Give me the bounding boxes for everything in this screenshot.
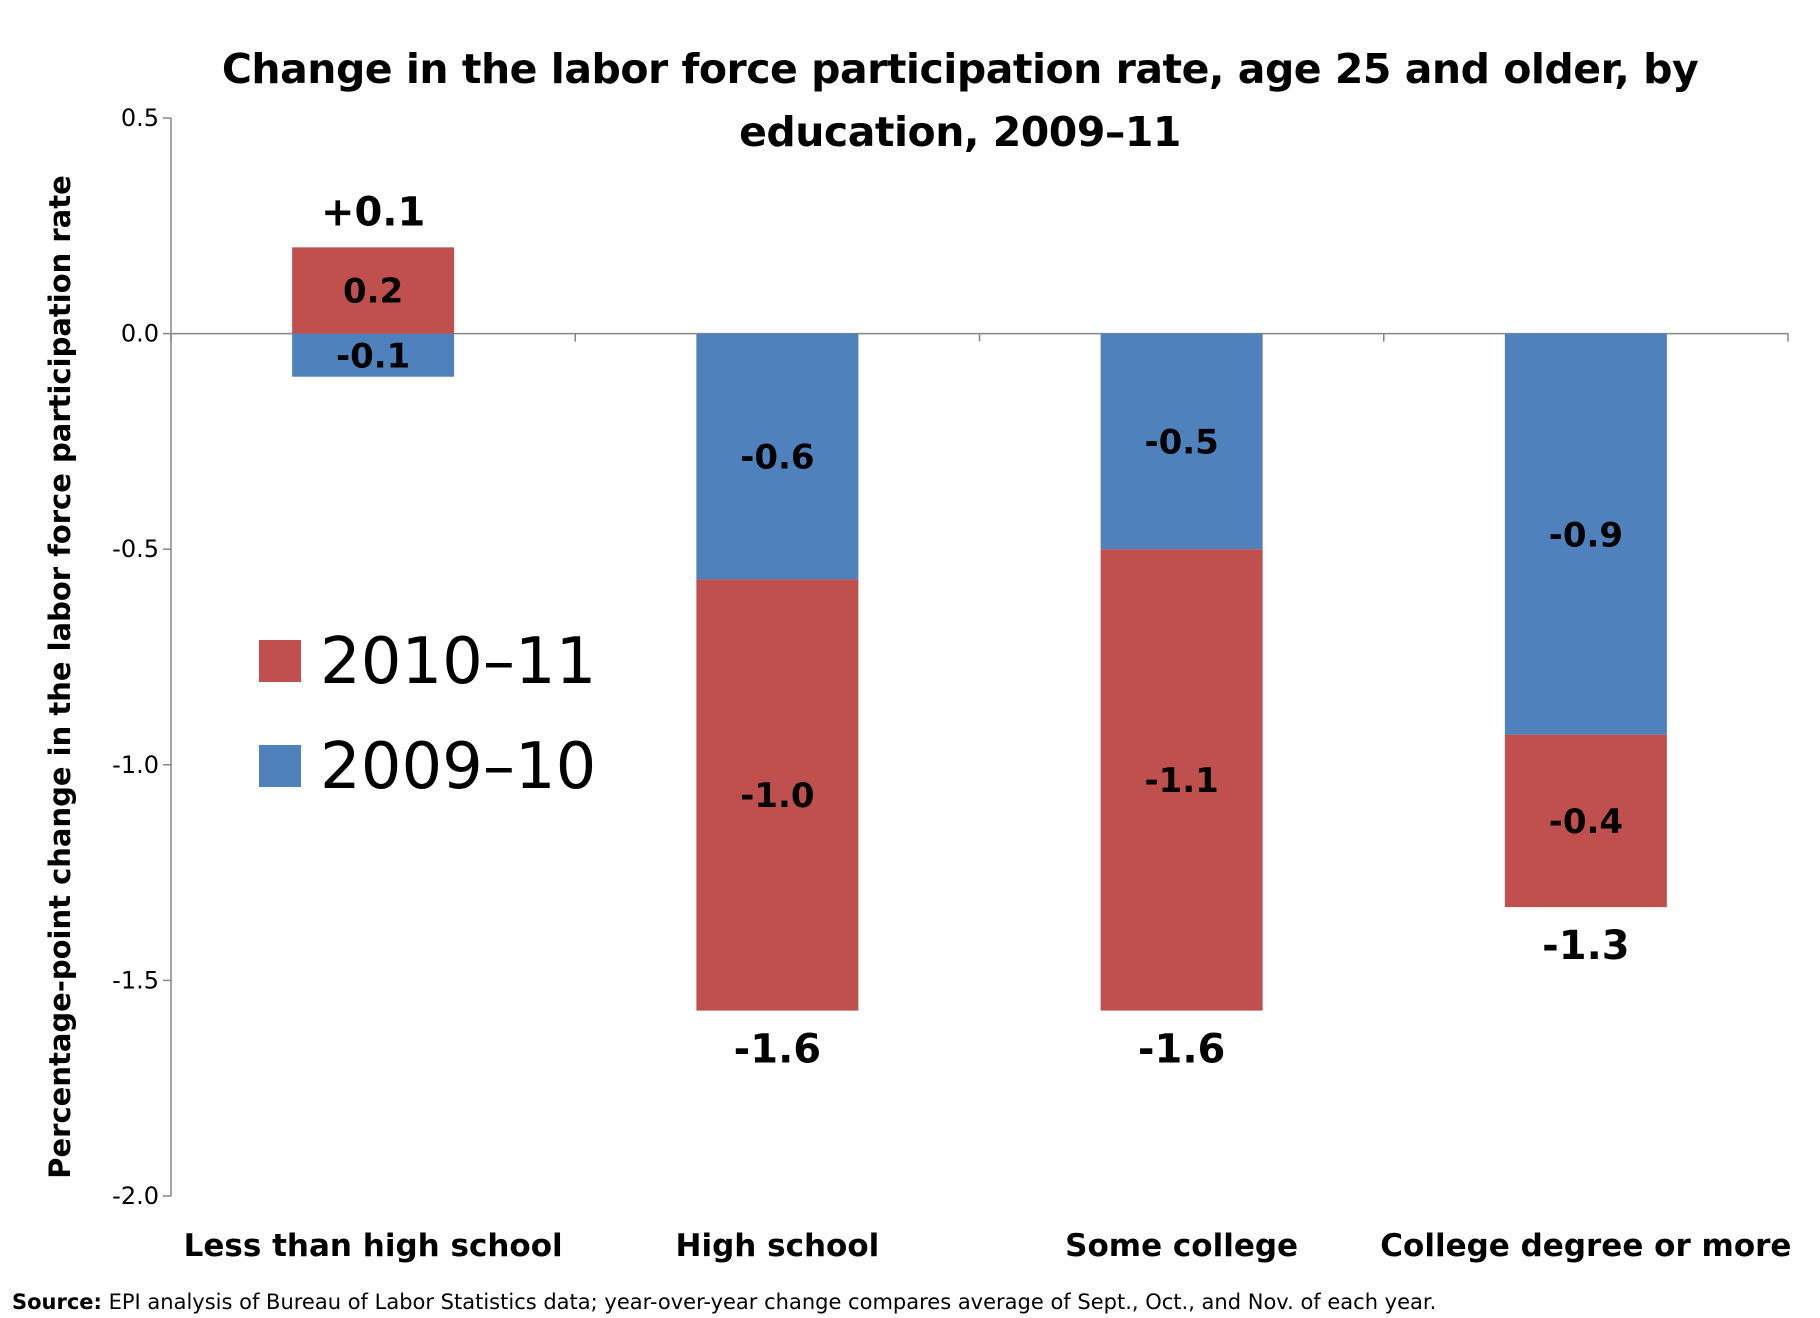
segment-label: -0.6 [740, 438, 814, 478]
legend-label: 2009–10 [320, 730, 596, 804]
category-label: College degree or more [1380, 1228, 1791, 1264]
bars [292, 247, 1667, 1011]
y-tick-label: -1.5 [112, 966, 159, 994]
category-label: Less than high school [184, 1228, 563, 1264]
y-tick-label: -1.0 [112, 751, 159, 779]
legend: 2010–11 2009–10 [259, 625, 596, 804]
category-label: High school [676, 1228, 880, 1264]
bar-segment [1504, 734, 1667, 908]
chart-title: Change in the labor force participation … [221, 45, 1699, 156]
legend-label: 2010–11 [320, 625, 596, 699]
y-tick-label: 0.5 [121, 104, 159, 132]
segment-label: -0.5 [1144, 423, 1218, 463]
segment-label: -0.4 [1549, 802, 1623, 842]
bar-segment [1100, 333, 1263, 550]
source-label: Source: [12, 1290, 102, 1314]
y-tick-label: -2.0 [112, 1182, 159, 1210]
category-label: Some college [1065, 1228, 1298, 1264]
legend-swatch [259, 640, 301, 682]
bar-segment [696, 579, 859, 1011]
source-text: EPI analysis of Bureau of Labor Statisti… [101, 1290, 1437, 1314]
bar-segment [292, 247, 455, 334]
segment-label: -0.9 [1549, 515, 1623, 555]
bar-segment [1504, 333, 1667, 735]
segment-label: -1.0 [740, 776, 814, 816]
segment-label: 0.2 [343, 272, 403, 312]
total-label: -1.6 [1138, 1027, 1225, 1073]
total-label: -1.3 [1542, 923, 1629, 969]
y-axis-title: Percentage-point change in the labor for… [43, 175, 77, 1179]
bar-segment [1100, 549, 1263, 1011]
y-tick-label: 0.0 [121, 320, 159, 348]
source-note: Source: EPI analysis of Bureau of Labor … [12, 1290, 1436, 1314]
segment-label: -0.1 [336, 336, 410, 376]
y-tick-label: -0.5 [112, 535, 159, 563]
total-label: -1.6 [734, 1027, 821, 1073]
data-labels: -0.1 -0.6 -0.5 -0.9 0.2 -1.0 -1.1 -0.4 +0.1 -1.6 -… [321, 189, 1630, 1072]
legend-swatch [259, 745, 301, 787]
bar-segment [292, 333, 455, 377]
total-label: +0.1 [321, 189, 425, 235]
segment-label: -1.1 [1144, 761, 1218, 801]
bar-segment [696, 333, 859, 580]
axes: 0.5 0.0 -0.5 -1.0 -1.5 -2.0 Less than high sch… [43, 104, 1791, 1264]
